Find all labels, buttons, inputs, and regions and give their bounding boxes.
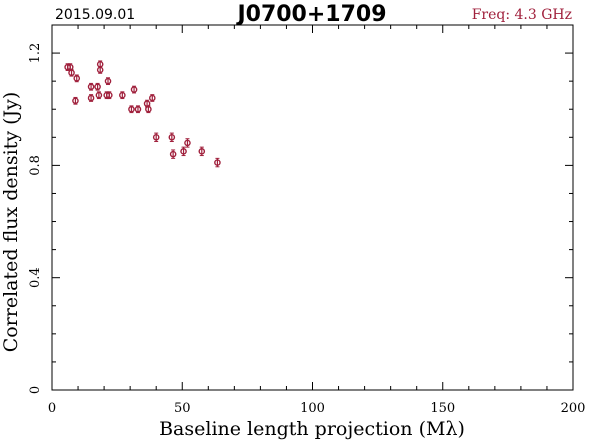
point-marker (145, 105, 152, 113)
point-marker (169, 150, 177, 158)
point-marker (104, 77, 112, 85)
data-point (168, 132, 176, 143)
data-point (73, 74, 81, 83)
data-point (214, 157, 221, 168)
y-axis-label: Correlated flux density (Jy) (0, 92, 22, 353)
chart-title: J0700+1709 (235, 2, 386, 27)
point-marker (95, 91, 103, 99)
axis-ticks (51, 24, 574, 391)
data-point (184, 138, 191, 148)
x-tick-label: 50 (174, 401, 191, 416)
data-point (104, 77, 112, 86)
data-point (198, 146, 206, 157)
data-point (152, 132, 160, 143)
x-tick-label: 100 (300, 401, 325, 416)
data-point (148, 94, 156, 102)
data-point (95, 91, 103, 100)
point-marker (96, 61, 104, 68)
point-marker (87, 94, 95, 102)
point-marker (180, 148, 187, 155)
point-marker (106, 91, 113, 99)
x-axis-label: Baseline length projection (Mλ) (159, 418, 465, 440)
data-point (180, 146, 187, 157)
data-points (64, 60, 221, 168)
point-marker (152, 134, 160, 141)
point-marker (134, 105, 142, 113)
observation-date: 2015.09.01 (55, 7, 135, 23)
x-tick-label: 200 (561, 401, 586, 416)
point-marker (87, 83, 95, 91)
data-point (119, 91, 126, 100)
data-point (128, 105, 135, 114)
point-marker (94, 83, 101, 91)
x-tick-label: 150 (430, 401, 455, 416)
y-tick-label: 0.4 (28, 267, 43, 288)
point-marker (184, 139, 191, 147)
data-point (134, 105, 142, 114)
data-point (96, 60, 104, 69)
plot-frame (51, 24, 574, 391)
data-point (94, 82, 101, 91)
point-marker (148, 94, 156, 102)
point-marker (119, 91, 126, 99)
data-point (87, 94, 95, 102)
y-tick-label: 0 (28, 386, 43, 394)
data-point (130, 85, 138, 94)
point-marker (130, 86, 138, 93)
y-tick-label: 0.8 (28, 155, 43, 176)
point-marker (128, 105, 135, 113)
point-marker (198, 148, 206, 155)
y-tick-label: 1.2 (28, 43, 43, 64)
x-tick-label: 0 (48, 401, 56, 416)
data-point (68, 68, 75, 77)
point-marker (168, 134, 176, 141)
frequency-label: Freq: 4.3 GHz (472, 7, 572, 23)
data-point (72, 96, 79, 105)
point-marker (214, 159, 221, 166)
data-point (169, 149, 177, 159)
point-marker (72, 97, 79, 105)
point-marker (73, 75, 81, 82)
axis-tick-labels: 0 50 100 150 200 0 0.4 0.8 1.2 (28, 43, 585, 416)
data-point (106, 91, 113, 100)
data-point (145, 105, 152, 114)
data-point (87, 82, 95, 91)
point-marker (68, 69, 75, 77)
